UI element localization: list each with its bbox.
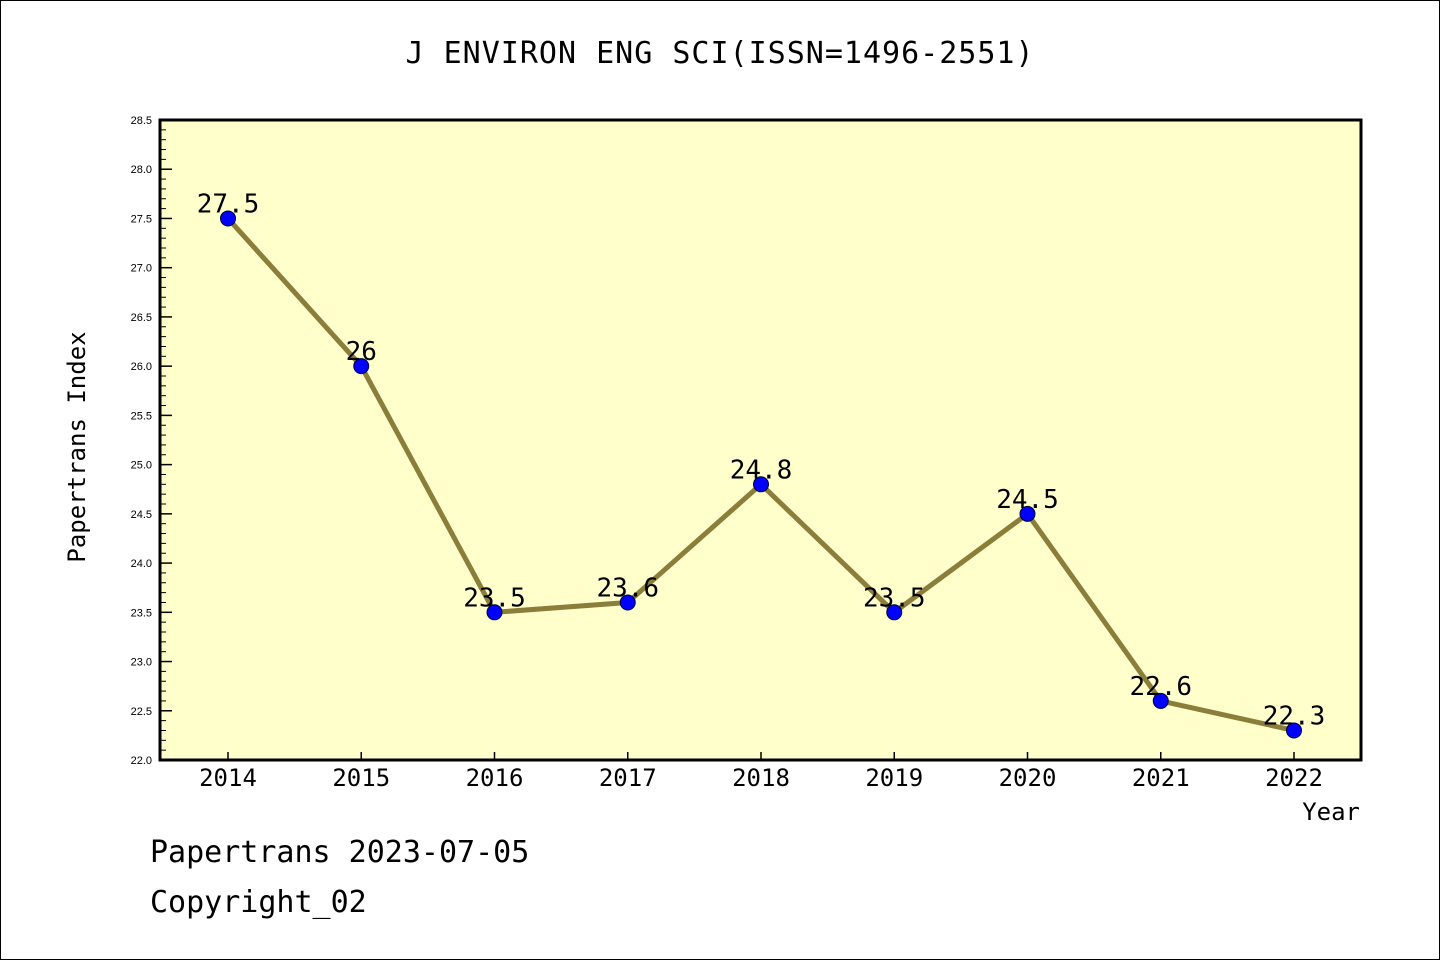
y-tick-label: 22.0 xyxy=(131,755,152,767)
plot-area xyxy=(158,118,1363,762)
x-tick-label: 2020 xyxy=(999,764,1057,792)
x-tick-label: 2019 xyxy=(865,764,923,792)
data-label: 23.6 xyxy=(596,573,659,603)
y-tick-label: 23.0 xyxy=(131,657,152,669)
data-label: 23.5 xyxy=(863,583,926,613)
y-tick-label: 27.5 xyxy=(131,213,152,225)
y-tick-label: 25.0 xyxy=(131,460,152,472)
data-point xyxy=(619,594,636,611)
y-tick-label: 27.0 xyxy=(131,263,152,275)
data-label: 22.6 xyxy=(1129,672,1192,702)
data-point xyxy=(486,604,503,621)
x-tick-label: 2022 xyxy=(1265,764,1323,792)
data-label: 22.3 xyxy=(1263,701,1326,731)
footer-date: Papertrans 2023-07-05 xyxy=(150,835,530,870)
y-tick-label: 26.5 xyxy=(131,312,152,324)
y-axis: 22.0 22.5 23.0 23.5 24.0 24.5 25.0 25.5 26.0 26.5… xyxy=(131,115,172,767)
data-point xyxy=(1286,722,1302,739)
data-point xyxy=(753,476,769,493)
x-tick-label: 2015 xyxy=(332,764,390,792)
y-tick-label: 25.5 xyxy=(131,410,152,422)
y-tick-label: 23.5 xyxy=(131,607,152,619)
data-label: 24.8 xyxy=(730,455,793,485)
x-tick-label: 2016 xyxy=(466,764,524,792)
data-label: 24.5 xyxy=(996,485,1059,515)
x-tick-label: 2021 xyxy=(1132,764,1190,792)
y-tick-label: 26.0 xyxy=(131,361,152,373)
y-axis-label: Papertrans Index xyxy=(63,331,91,562)
footer-copyright: Copyright_02 xyxy=(150,885,367,920)
y-tick-label: 28.0 xyxy=(131,164,152,176)
data-label: 23.5 xyxy=(463,583,526,613)
x-axis-label: Year xyxy=(1302,798,1360,826)
data-point xyxy=(353,358,370,375)
data-point xyxy=(886,604,903,621)
data-point xyxy=(220,210,236,227)
x-axis: 2014 2015 2016 2017 2018 2019 2020 2021 2022 xyxy=(199,752,1323,792)
y-tick-label: 24.5 xyxy=(131,509,152,521)
x-tick-label: 2017 xyxy=(599,764,657,792)
y-tick-label: 24.0 xyxy=(131,558,152,570)
data-labels: 27.5 26 23.5 23.6 24.8 23.5 24.5 22.6 22.3 xyxy=(197,189,1326,731)
data-points xyxy=(220,210,1302,739)
x-tick-label: 2018 xyxy=(732,764,790,792)
data-label: 27.5 xyxy=(197,189,260,219)
y-tick-label: 28.5 xyxy=(131,115,152,127)
data-label: 26 xyxy=(346,337,377,367)
data-point xyxy=(1152,692,1169,709)
data-point xyxy=(1019,505,1036,522)
x-tick-label: 2014 xyxy=(199,764,257,792)
chart-title: J ENVIRON ENG SCI(ISSN=1496-2551) xyxy=(405,36,1035,71)
y-tick-label: 22.5 xyxy=(131,706,152,718)
